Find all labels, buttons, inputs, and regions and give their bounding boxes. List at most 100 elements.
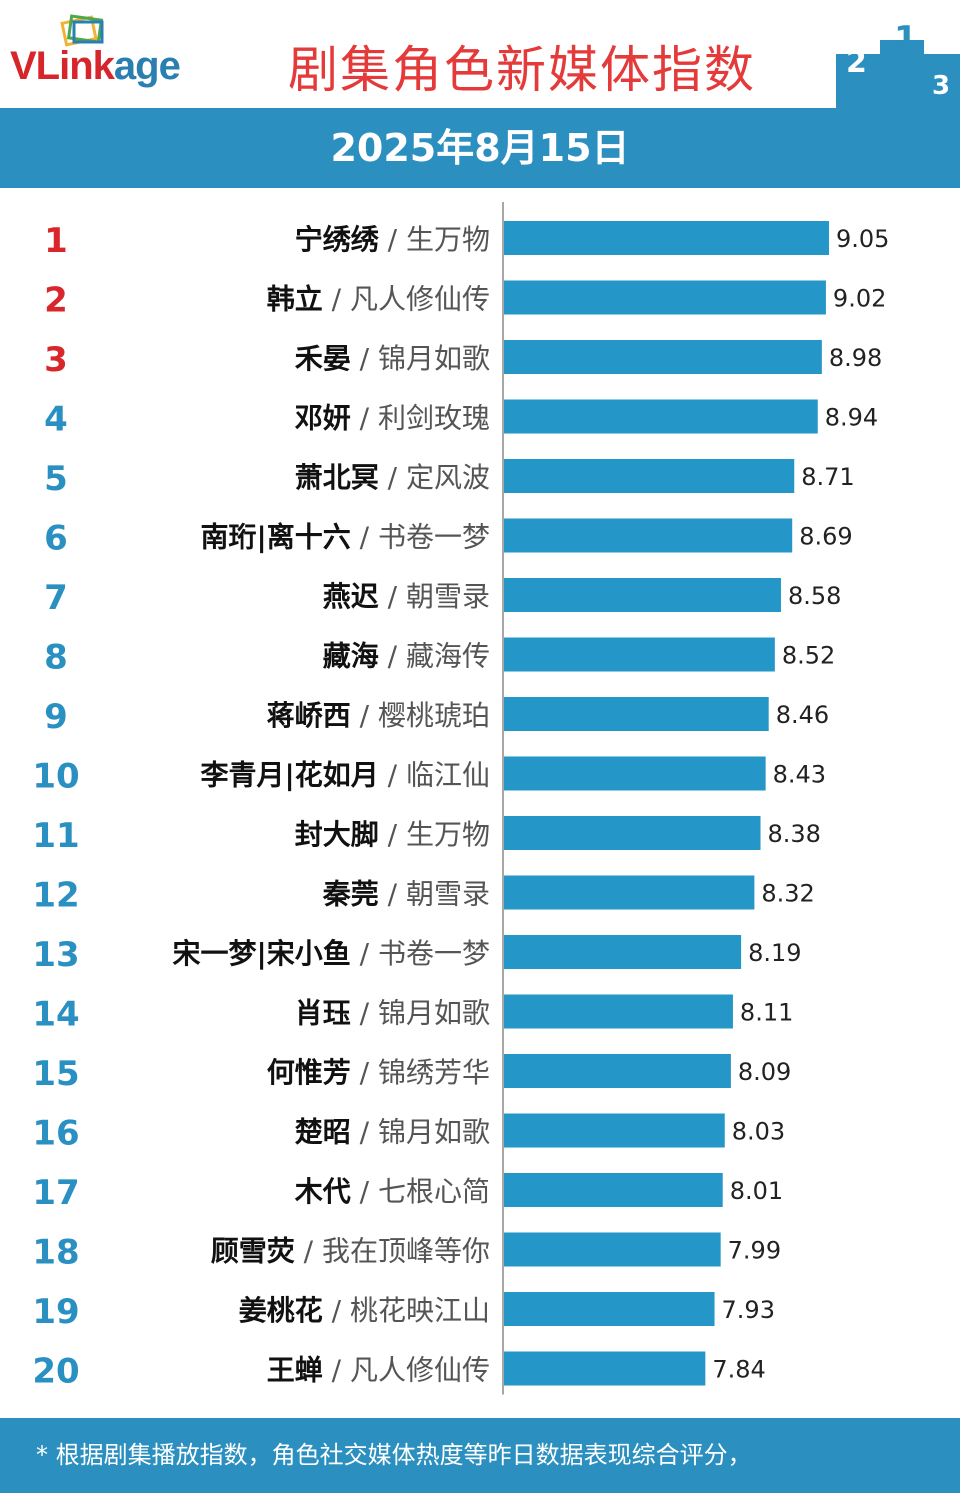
drama-name: 凡人修仙传 bbox=[350, 283, 490, 316]
label-separator: / bbox=[379, 759, 406, 792]
drama-name: 七根心简 bbox=[378, 1175, 490, 1208]
score-bar bbox=[504, 280, 826, 315]
logo-text: VLinkage bbox=[10, 44, 181, 89]
character-label: 秦莞 / 朝雪录 bbox=[322, 878, 490, 911]
drama-name: 利剑玫瑰 bbox=[378, 402, 490, 435]
character-label: 南珩|离十六 / 书卷一梦 bbox=[201, 521, 490, 554]
character-label: 萧北冥 / 定风波 bbox=[295, 461, 490, 494]
header: VLinkage 剧集角色新媒体指数 1 2 3 bbox=[0, 0, 960, 108]
label-separator: / bbox=[379, 640, 406, 673]
value-label: 8.94 bbox=[825, 404, 878, 432]
label-separator: / bbox=[379, 878, 406, 911]
character-label: 藏海 / 藏海传 bbox=[323, 640, 490, 673]
page-title: 剧集角色新媒体指数 bbox=[288, 41, 756, 99]
value-label: 7.84 bbox=[712, 1356, 765, 1384]
logo-text-main: VLink bbox=[10, 44, 115, 88]
label-separator: / bbox=[323, 283, 350, 316]
rank-label: 7 bbox=[44, 578, 68, 618]
value-label: 8.46 bbox=[776, 701, 829, 729]
label-separator: / bbox=[379, 223, 406, 256]
character-label: 蒋峤西 / 樱桃琥珀 bbox=[267, 699, 490, 732]
value-label: 8.98 bbox=[829, 344, 882, 372]
value-label: 8.09 bbox=[738, 1058, 791, 1086]
value-label: 8.71 bbox=[801, 463, 854, 491]
character-name: 韩立 bbox=[267, 283, 323, 316]
rank-label: 3 bbox=[44, 340, 68, 380]
drama-name: 生万物 bbox=[406, 818, 490, 851]
ranking-chart: 1 宁绣绣 / 生万物 9.05 2 韩立 / 凡人修仙传 9.02 3 禾晏 / 锦月如歌 8… bbox=[0, 188, 960, 1414]
score-bar bbox=[504, 875, 755, 910]
drama-name: 我在顶峰等你 bbox=[322, 1235, 490, 1268]
character-name: 木代 bbox=[294, 1175, 351, 1208]
drama-name: 锦绣芳华 bbox=[378, 1056, 490, 1089]
drama-name: 锦月如歌 bbox=[378, 1116, 490, 1149]
svg-text:2: 2 bbox=[846, 45, 867, 80]
value-label: 7.93 bbox=[722, 1296, 775, 1324]
score-bar bbox=[504, 994, 733, 1029]
rank-label: 10 bbox=[32, 757, 79, 797]
drama-name: 临江仙 bbox=[406, 759, 490, 792]
drama-name: 书卷一梦 bbox=[378, 521, 490, 554]
label-separator: / bbox=[379, 580, 406, 613]
score-bar bbox=[504, 1054, 731, 1088]
rank-label: 9 bbox=[44, 697, 68, 737]
character-name: 蒋峤西 bbox=[267, 699, 351, 732]
rank-label: 4 bbox=[44, 400, 68, 440]
character-name: 宋一梦|宋小鱼 bbox=[173, 937, 351, 970]
score-bar bbox=[504, 1173, 723, 1207]
label-separator: / bbox=[323, 1354, 350, 1387]
character-label: 王蝉 / 凡人修仙传 bbox=[267, 1354, 490, 1387]
label-separator: / bbox=[379, 818, 406, 851]
label-separator: / bbox=[351, 997, 378, 1030]
drama-name: 藏海传 bbox=[406, 640, 490, 673]
label-separator: / bbox=[351, 1116, 378, 1149]
character-label: 封大脚 / 生万物 bbox=[295, 818, 490, 851]
character-label: 顾雪荧 / 我在顶峰等你 bbox=[211, 1235, 490, 1268]
score-bar bbox=[504, 756, 766, 791]
label-separator: / bbox=[351, 402, 378, 435]
character-label: 宋一梦|宋小鱼 / 书卷一梦 bbox=[173, 937, 490, 970]
value-label: 7.99 bbox=[728, 1237, 781, 1265]
drama-name: 桃花映江山 bbox=[350, 1294, 490, 1327]
date-label: 2025年8月15日 bbox=[330, 126, 630, 170]
character-name: 姜桃花 bbox=[239, 1294, 323, 1327]
rank-label: 20 bbox=[32, 1352, 79, 1392]
score-bar bbox=[504, 1351, 706, 1386]
drama-name: 凡人修仙传 bbox=[350, 1354, 490, 1387]
drama-name: 书卷一梦 bbox=[378, 937, 490, 970]
footer-note: * 根据剧集播放指数，角色社交媒体热度等昨日数据表现综合评分， bbox=[36, 1441, 752, 1469]
character-name: 秦莞 bbox=[322, 878, 379, 911]
rank-label: 13 bbox=[32, 935, 79, 975]
value-label: 8.43 bbox=[773, 761, 826, 789]
label-separator: / bbox=[351, 342, 378, 375]
character-label: 李青月|花如月 / 临江仙 bbox=[201, 759, 490, 792]
rank-label: 19 bbox=[32, 1292, 79, 1332]
rank-label: 17 bbox=[32, 1173, 79, 1213]
score-bar bbox=[504, 935, 742, 969]
value-label: 8.52 bbox=[782, 642, 835, 670]
svg-text:3: 3 bbox=[932, 71, 950, 101]
character-name: 南珩|离十六 bbox=[201, 521, 351, 554]
score-bar bbox=[504, 1113, 725, 1148]
score-bar bbox=[504, 816, 761, 850]
rank-label: 2 bbox=[44, 281, 68, 321]
score-bar bbox=[504, 459, 795, 493]
rank-label: 16 bbox=[32, 1114, 79, 1154]
score-bar bbox=[504, 399, 818, 434]
score-bar bbox=[504, 1292, 715, 1326]
character-name: 宁绣绣 bbox=[295, 223, 380, 256]
drama-name: 朝雪录 bbox=[406, 878, 490, 911]
rank-label: 8 bbox=[44, 638, 68, 678]
label-separator: / bbox=[295, 1235, 322, 1268]
value-label: 8.32 bbox=[761, 880, 814, 908]
rank-label: 5 bbox=[44, 459, 68, 499]
label-separator: / bbox=[379, 461, 406, 494]
value-label: 8.01 bbox=[730, 1177, 783, 1205]
character-name: 李青月|花如月 bbox=[201, 759, 379, 792]
drama-name: 锦月如歌 bbox=[378, 997, 490, 1030]
value-label: 8.58 bbox=[788, 582, 841, 610]
character-label: 肖珏 / 锦月如歌 bbox=[295, 997, 490, 1030]
value-label: 8.19 bbox=[748, 939, 801, 967]
score-bar bbox=[504, 637, 775, 672]
character-name: 邓妍 bbox=[295, 402, 351, 435]
